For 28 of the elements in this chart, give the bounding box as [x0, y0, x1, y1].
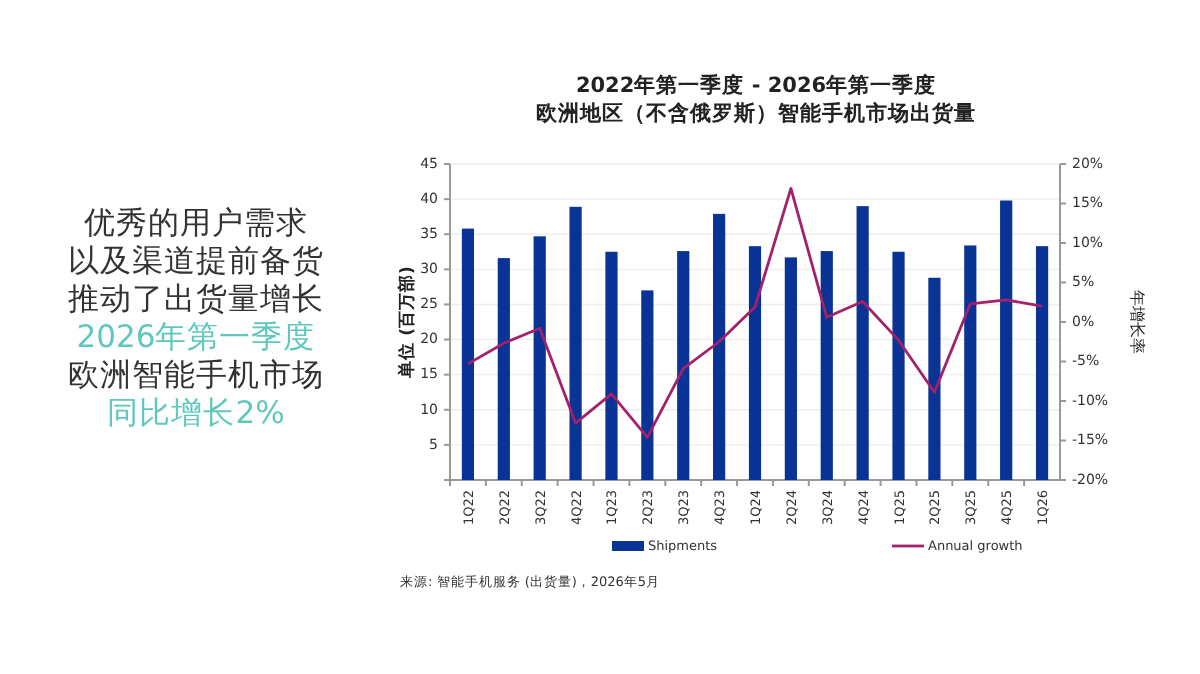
bar — [1035, 246, 1049, 480]
bar — [928, 277, 941, 480]
bar — [677, 251, 690, 480]
bar — [784, 257, 797, 480]
text: 优秀的用户需求 — [84, 205, 308, 242]
chart-subtitle: 欧洲地区（不含俄罗斯）智能手机市场出货量 — [536, 100, 976, 126]
line-series — [466, 187, 1044, 439]
bar — [605, 251, 618, 480]
text: 2026年第一季度 — [76, 319, 316, 356]
bar — [461, 228, 475, 480]
bar — [713, 213, 726, 480]
bar — [641, 290, 654, 480]
bar — [892, 251, 905, 480]
bar — [964, 245, 977, 480]
bar — [1000, 200, 1013, 480]
text: 以及渠道提前备货 — [68, 243, 324, 280]
y-axis-title: 单位 (百万部) — [396, 266, 418, 380]
y2-axis-title: 年增长率 — [1128, 290, 1146, 354]
bar — [748, 246, 762, 480]
bar — [820, 251, 833, 480]
bar — [856, 206, 869, 480]
text: 欧洲智能手机市场 — [68, 357, 324, 394]
text: 推动了出货量增长 — [68, 281, 324, 318]
bar — [533, 236, 546, 480]
bar — [569, 206, 582, 480]
chart-title: 2022年第一季度 - 2026年第一季度 — [575, 72, 937, 98]
bar — [497, 258, 510, 480]
text: 同比增长2% — [107, 395, 285, 432]
